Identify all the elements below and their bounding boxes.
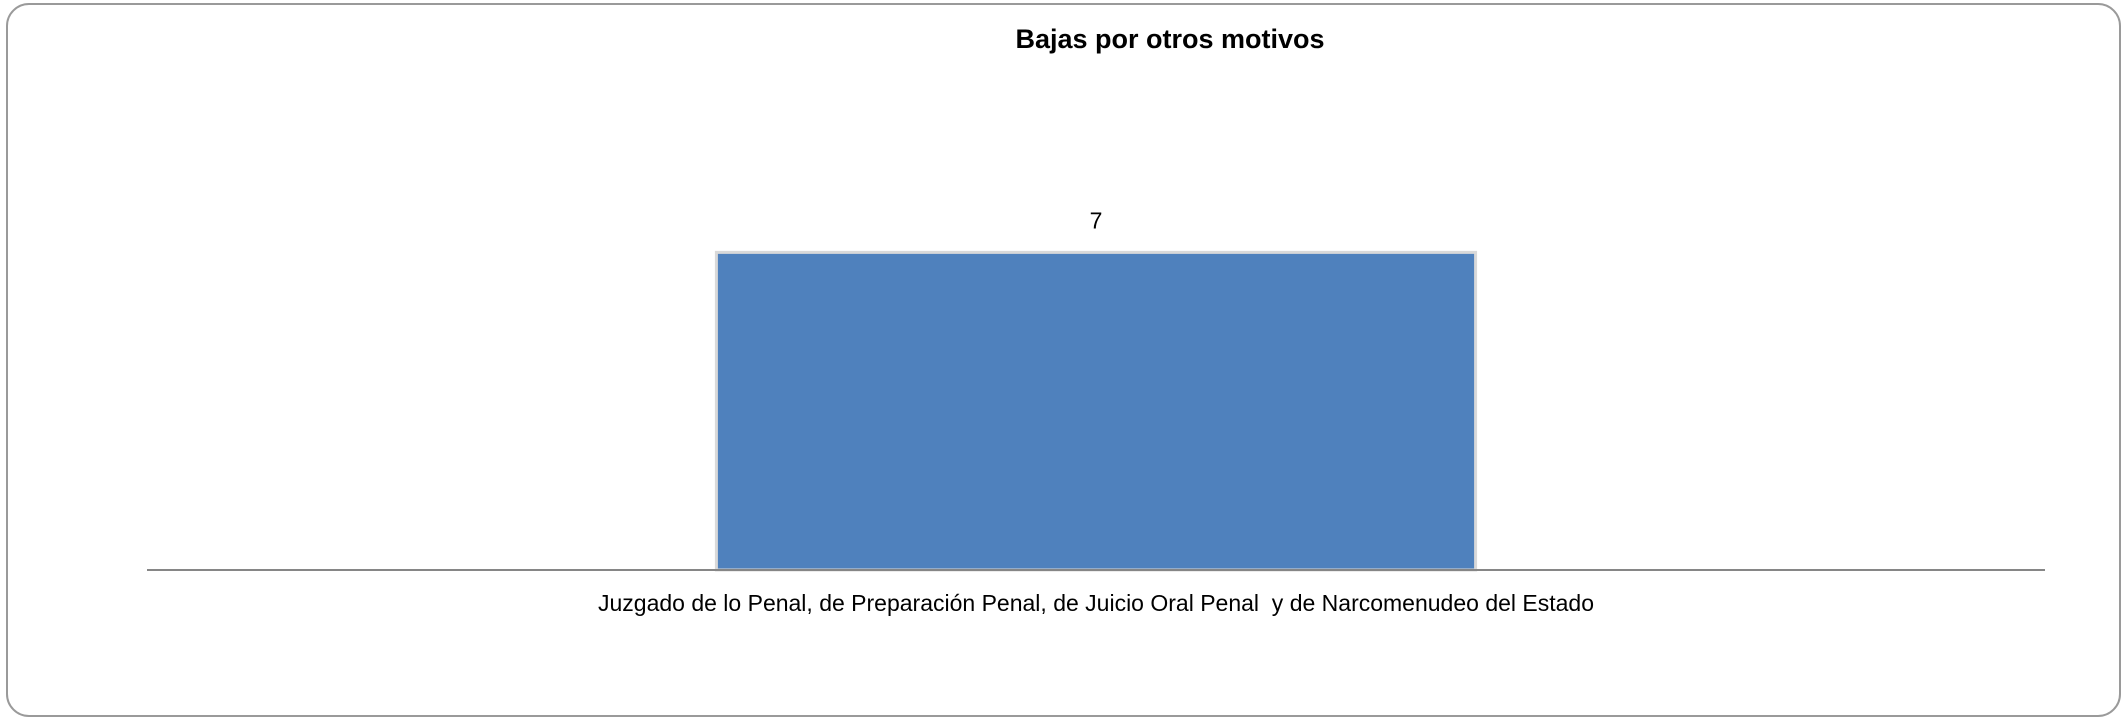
data-label: 7 (1090, 207, 1103, 233)
bar (714, 250, 1478, 572)
chart-title: Bajas por otros motivos (1015, 24, 1324, 54)
x-tick-label: Juzgado de lo Penal, de Preparación Pena… (598, 590, 1594, 616)
